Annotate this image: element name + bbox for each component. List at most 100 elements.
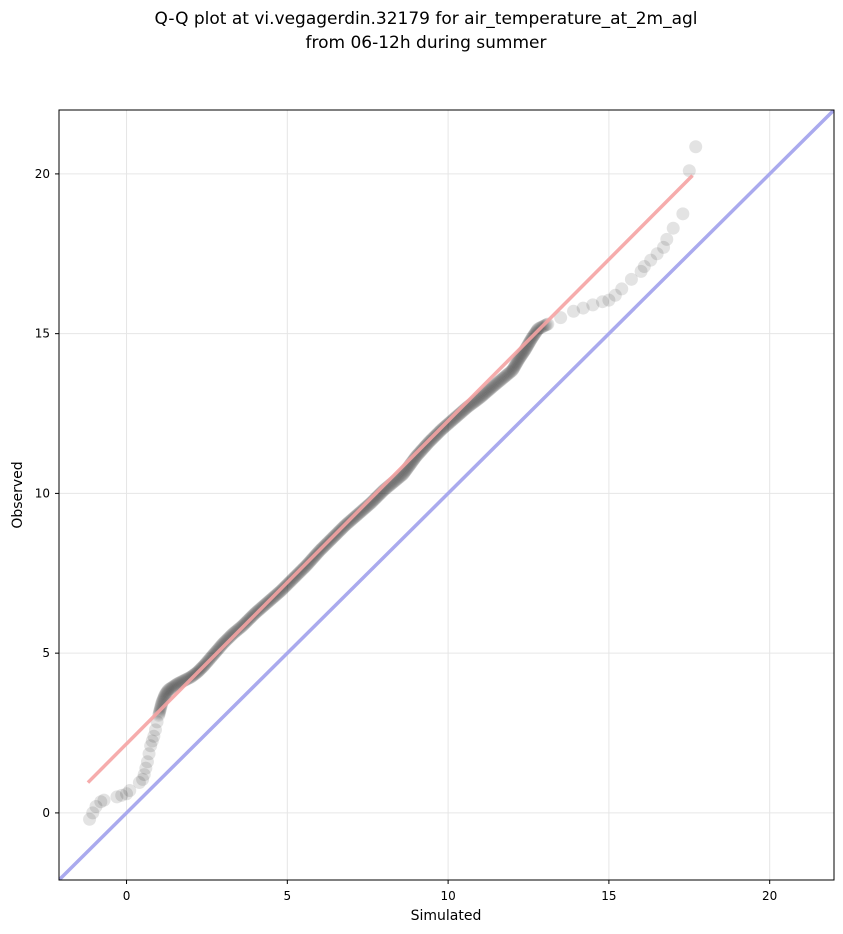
quantile-point	[502, 367, 516, 381]
quantile-point	[353, 506, 367, 520]
quantile-point	[220, 632, 234, 646]
quantile-points	[83, 140, 703, 826]
y-tick-label: 0	[42, 806, 50, 820]
quantile-point	[650, 247, 664, 261]
quantile-point	[540, 318, 554, 332]
quantile-point	[438, 419, 452, 433]
quantile-point	[159, 686, 173, 700]
quantile-point	[223, 630, 237, 644]
quantile-point	[541, 317, 555, 331]
quantile-point	[414, 444, 428, 458]
quantile-point	[682, 164, 696, 178]
quantile-point	[554, 311, 568, 325]
quantile-point	[97, 793, 111, 807]
quantile-point	[225, 628, 239, 642]
quantile-point	[152, 707, 166, 721]
quantile-point	[602, 293, 616, 307]
quantile-point	[159, 687, 173, 701]
quantile-point	[142, 747, 156, 761]
quantile-point	[443, 415, 457, 429]
quantile-point	[411, 447, 425, 461]
quantile-point	[182, 671, 196, 685]
quantile-point	[448, 411, 462, 425]
quantile-point	[352, 506, 366, 520]
quantile-point	[416, 442, 430, 456]
y-tick-label: 10	[35, 486, 50, 500]
quantile-point	[164, 681, 178, 695]
x-tick-label: 5	[283, 889, 291, 903]
quantile-point	[484, 381, 498, 395]
quantile-point	[220, 633, 234, 647]
quantile-point	[214, 638, 228, 652]
grid-lines	[59, 110, 834, 880]
quantile-point	[165, 680, 179, 694]
quantile-point	[634, 264, 648, 278]
quantile-point	[442, 416, 456, 430]
quantile-point	[140, 755, 154, 769]
quantile-point	[511, 354, 525, 368]
quantile-point	[482, 383, 496, 397]
quantile-point	[183, 671, 197, 685]
quantile-point	[624, 272, 638, 286]
quantile-point	[226, 627, 240, 641]
quantile-point	[480, 385, 494, 399]
quantile-point	[608, 288, 622, 302]
quantile-point	[493, 374, 507, 388]
quantile-point	[511, 353, 525, 367]
x-axis-ticks: 0 5 10 15 20	[123, 880, 777, 903]
quantile-point	[219, 634, 233, 648]
quantile-point	[615, 282, 629, 296]
quantile-point	[123, 784, 137, 798]
quantile-point	[500, 368, 514, 382]
quantile-point	[136, 772, 150, 786]
quantile-point	[212, 641, 226, 655]
quantile-point	[229, 625, 243, 639]
quantile-point	[512, 351, 526, 365]
quantile-point	[644, 253, 658, 267]
quantile-point	[215, 638, 229, 652]
quantile-point	[158, 689, 172, 703]
quantile-point	[512, 352, 526, 366]
chart-title-line-2: from 06-12h during summer	[306, 33, 547, 53]
x-axis-label: Simulated	[411, 908, 482, 924]
y-axis-label: Observed	[10, 461, 26, 528]
quantile-point	[510, 355, 524, 369]
quantile-point	[349, 509, 363, 523]
quantile-point	[163, 682, 177, 696]
quantile-point	[221, 631, 235, 645]
quantile-point	[509, 357, 523, 371]
quantile-point	[115, 788, 129, 802]
quantile-point	[487, 379, 501, 393]
quantile-point	[495, 372, 509, 386]
quantile-point	[409, 450, 423, 464]
x-tick-label: 20	[762, 889, 777, 903]
quantile-point-outlier	[689, 140, 703, 154]
quantile-point	[492, 375, 506, 389]
quantile-point	[586, 298, 600, 312]
quantile-point	[676, 207, 690, 221]
quantile-point	[507, 360, 521, 374]
quantile-point	[510, 356, 524, 370]
quantile-point	[482, 383, 496, 397]
quantile-point	[218, 635, 232, 649]
quantile-point	[660, 232, 674, 246]
quantile-point	[497, 371, 511, 385]
y-tick-label: 20	[35, 167, 50, 181]
quantile-point	[357, 502, 371, 516]
quantile-point	[522, 337, 536, 351]
quantile-point	[137, 768, 151, 782]
quantile-point	[444, 415, 458, 429]
quantile-point	[523, 334, 537, 348]
quantile-point	[445, 414, 459, 428]
quantile-point	[217, 636, 231, 650]
quantile-point	[412, 446, 426, 460]
quantile-point	[161, 683, 175, 697]
quantile-point	[437, 420, 451, 434]
quantile-point	[83, 812, 97, 826]
quantile-point	[132, 776, 146, 790]
quantile-point	[441, 417, 455, 431]
quantile-point	[657, 240, 671, 254]
fit-line	[86, 174, 694, 784]
quantile-point	[503, 366, 517, 380]
y-tick-label: 5	[42, 646, 50, 660]
